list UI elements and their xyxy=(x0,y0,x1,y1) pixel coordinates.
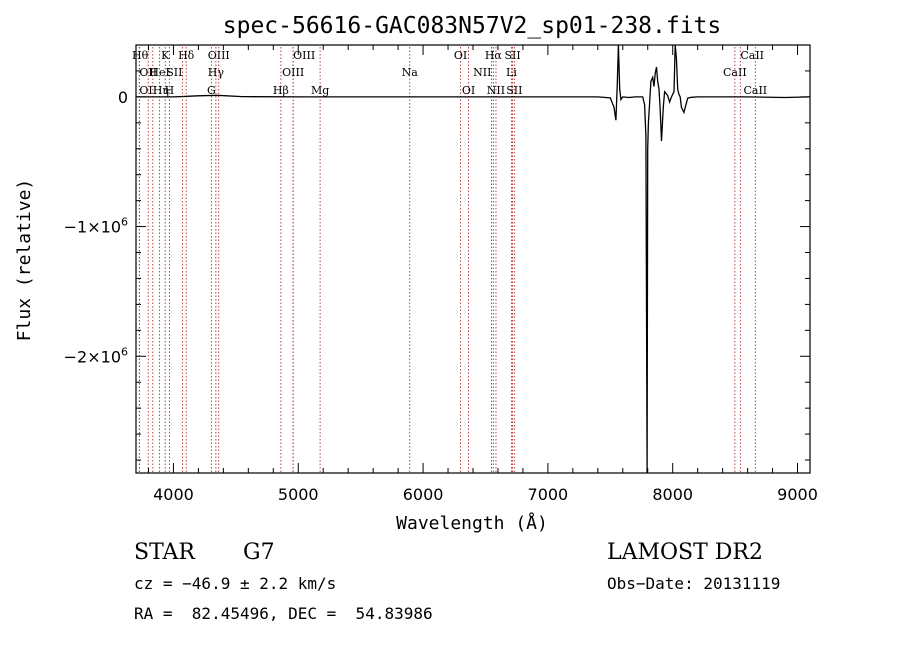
y-tick-label-1: −1×106 xyxy=(64,216,128,237)
line-label-25: NII xyxy=(487,84,505,97)
coordinates: RA = 82.45496, DEC = 54.83986 xyxy=(134,604,433,623)
line-label-19: Hη xyxy=(153,84,169,97)
line-label-10: HeI xyxy=(149,66,169,79)
line-label-24: OI xyxy=(462,84,475,97)
y-axis-ticks: 0 −1×106 −2×106 xyxy=(64,44,810,461)
x-axis-label: Wavelength (Å) xyxy=(396,512,548,534)
line-label-6: Hα xyxy=(485,49,503,62)
line-label-26: SII xyxy=(506,84,522,97)
line-label-8: CaII xyxy=(740,49,764,62)
line-label-5: OI xyxy=(454,49,467,62)
x-tick-label-0: 4000 xyxy=(153,485,194,504)
x-tick-label-2: 6000 xyxy=(403,485,444,504)
x-tick-label-4: 8000 xyxy=(652,485,693,504)
line-label-7: SII xyxy=(504,49,520,62)
line-label-4: OIII xyxy=(293,49,315,62)
chart-title: spec-56616-GAC083N57V2_sp01-238.fits xyxy=(223,13,722,39)
line-label-12: Hγ xyxy=(208,66,225,79)
line-label-21: G xyxy=(207,84,216,97)
line-label-18: OII xyxy=(139,84,157,97)
line-label-20: H xyxy=(165,84,175,97)
redshift-velocity: cz = −46.9 ± 2.2 km/s xyxy=(134,574,337,593)
x-tick-label-1: 5000 xyxy=(278,485,319,504)
y-tick-label-2: −2×106 xyxy=(64,345,128,366)
plot-frame xyxy=(135,44,811,474)
line-label-13: OIII xyxy=(282,66,304,79)
line-label-14: Na xyxy=(402,66,419,79)
object-subclass: G7 xyxy=(243,540,275,565)
line-label-27: CaII xyxy=(743,84,767,97)
y-axis-label: Flux (relative) xyxy=(14,179,35,342)
x-axis-ticks: 4000 5000 6000 7000 8000 9000 xyxy=(147,45,818,504)
observation-date: Obs−Date: 20131119 xyxy=(607,574,781,593)
survey-name: LAMOST DR2 xyxy=(607,540,763,565)
emission-line-markers xyxy=(138,47,756,473)
line-label-22: Hβ xyxy=(273,84,289,97)
line-label-15: NII xyxy=(473,66,491,79)
line-label-17: CaII xyxy=(723,66,747,79)
line-label-16: Li xyxy=(506,66,517,79)
line-label-23: Mg xyxy=(311,84,329,97)
line-label-9: OII xyxy=(139,66,157,79)
spectrum-line xyxy=(136,44,811,474)
line-label-0: Hθ xyxy=(132,49,149,62)
line-label-3: OIII xyxy=(208,49,230,62)
line-label-2: Hδ xyxy=(178,49,195,62)
line-label-1: K xyxy=(161,49,170,62)
y-tick-label-0: 0 xyxy=(118,88,128,107)
line-label-11: SII xyxy=(166,66,182,79)
object-class: STAR xyxy=(134,540,195,565)
x-tick-label-3: 7000 xyxy=(528,485,569,504)
x-tick-label-5: 9000 xyxy=(777,485,818,504)
